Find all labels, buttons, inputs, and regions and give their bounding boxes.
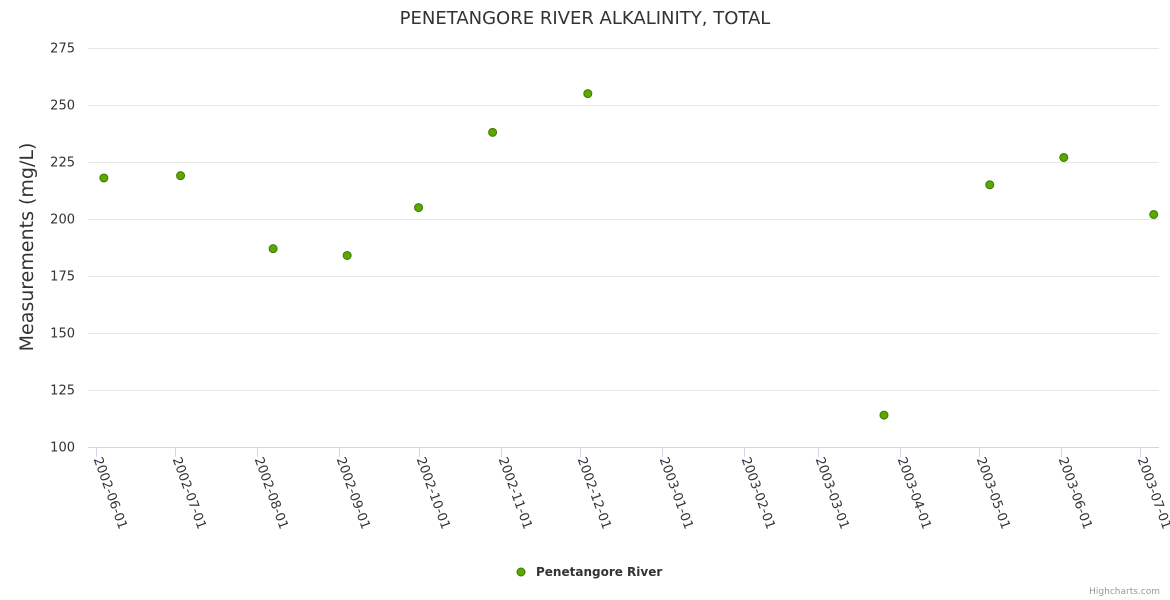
y-axis-title: Measurements (mg/L): [16, 143, 38, 352]
y-tick-label: 250: [50, 99, 75, 114]
legend-item[interactable]: Penetangore River: [516, 565, 662, 579]
data-point[interactable]: [99, 173, 109, 183]
x-tick-label: 2002-09-01: [333, 455, 373, 531]
data-point[interactable]: [268, 244, 278, 254]
data-point[interactable]: [1059, 152, 1069, 162]
x-tick-label: 2003-02-01: [738, 455, 778, 531]
x-tick-label: 2002-10-01: [413, 455, 453, 531]
y-tick-label: 150: [50, 327, 75, 342]
x-tick-label: 2002-12-01: [574, 455, 614, 531]
x-tick-label: 2003-07-01: [1134, 455, 1170, 531]
legend-label: Penetangore River: [536, 565, 662, 579]
data-point[interactable]: [583, 89, 593, 99]
x-tick-label: 2002-07-01: [169, 455, 209, 531]
y-tick-label: 275: [50, 42, 75, 57]
chart-title: PENETANGORE RIVER ALKALINITY, TOTAL: [400, 8, 771, 29]
y-tick-label: 100: [50, 441, 75, 456]
data-point[interactable]: [176, 171, 186, 181]
data-point[interactable]: [985, 180, 995, 190]
y-tick-label: 125: [50, 384, 75, 399]
data-point[interactable]: [488, 127, 498, 137]
y-tick-label: 200: [50, 213, 75, 228]
x-tick-label: 2003-06-01: [1055, 455, 1095, 531]
x-axis: 2002-06-01 2002-07-01 2002-08-01 2002-09-01…: [88, 447, 1170, 531]
legend[interactable]: Penetangore River: [516, 565, 662, 579]
x-tick-label: 2003-05-01: [973, 455, 1013, 531]
x-tick-label: 2003-01-01: [656, 455, 696, 531]
data-point[interactable]: [342, 250, 352, 260]
x-tick-label: 2003-03-01: [812, 455, 852, 531]
x-tick-label: 2002-06-01: [90, 455, 130, 531]
data-point[interactable]: [1149, 209, 1159, 219]
x-tick-label: 2002-08-01: [251, 455, 291, 531]
data-point[interactable]: [414, 203, 424, 213]
y-tick-label: 225: [50, 156, 75, 171]
y-axis: 100 125 150 175 200 225 250 275: [50, 42, 75, 456]
data-point[interactable]: [879, 410, 889, 420]
x-tick-label: 2002-11-01: [495, 455, 535, 531]
y-tick-label: 175: [50, 270, 75, 285]
grid-lines: [88, 48, 1159, 391]
credits-link[interactable]: Highcharts.com: [1089, 587, 1160, 597]
legend-marker: [516, 567, 526, 577]
x-tick-label: 2003-04-01: [894, 455, 934, 531]
series-points: [99, 89, 1159, 420]
